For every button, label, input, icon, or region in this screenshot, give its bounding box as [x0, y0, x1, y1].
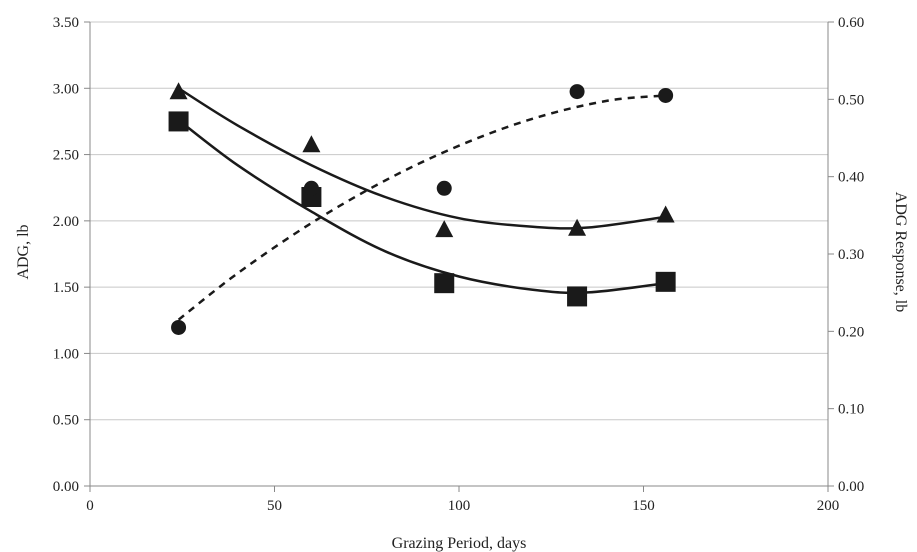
triangle-point	[656, 205, 675, 223]
square-point	[168, 111, 189, 132]
x-axis-label: Grazing Period, days	[392, 535, 527, 552]
x-tick-label: 100	[448, 498, 471, 514]
x-tick-label: 50	[267, 498, 282, 514]
y-axis-label: ADG, lb	[15, 224, 32, 279]
square-point	[567, 286, 588, 307]
y2-tick-label: 0.00	[838, 479, 864, 495]
triangle-point	[435, 220, 454, 238]
y-tick-label: 2.00	[53, 214, 79, 230]
circle-point	[658, 87, 674, 103]
triangle-point	[302, 135, 321, 153]
square-point	[434, 273, 455, 294]
axes	[84, 21, 834, 492]
y2-axis-label: ADG Response, lb	[892, 192, 909, 312]
y2-tick-label: 0.40	[838, 170, 864, 186]
circle-point	[303, 180, 319, 196]
y-tick-label: 2.50	[53, 148, 79, 164]
y-tick-label: 1.50	[53, 280, 79, 296]
circle-trend-line	[177, 94, 666, 321]
circle-point	[171, 319, 187, 335]
square-trend-line	[177, 119, 666, 295]
x-tick-label: 0	[86, 498, 94, 514]
y-tick-label: 0.50	[53, 413, 79, 429]
y2-tick-label: 0.20	[838, 324, 864, 340]
y-tick-label: 0.00	[53, 479, 79, 495]
y2-tick-label: 0.50	[838, 92, 864, 108]
x-tick-label: 150	[632, 498, 655, 514]
circle-point	[569, 84, 585, 100]
y2-tick-label: 0.30	[838, 247, 864, 263]
y2-tick-label: 0.10	[838, 402, 864, 418]
y2-tick-label: 0.60	[838, 15, 864, 31]
triangle-point	[169, 82, 188, 100]
tick-labels: 0.00 0.50 1.00 1.50 2.00 2.50 3.00 3.50 0.00 0.10…	[53, 15, 865, 514]
y-tick-label: 1.00	[53, 346, 79, 362]
grid-lines	[90, 21, 828, 421]
x-tick-label: 200	[817, 498, 840, 514]
triangle-point	[568, 218, 587, 236]
y-tick-label: 3.50	[53, 15, 79, 31]
y-tick-label: 3.00	[53, 81, 79, 97]
square-point	[655, 271, 676, 292]
data-points	[168, 82, 676, 335]
circle-point	[436, 180, 452, 196]
triangle-trend-line	[177, 87, 666, 230]
trend-lines	[177, 87, 666, 321]
